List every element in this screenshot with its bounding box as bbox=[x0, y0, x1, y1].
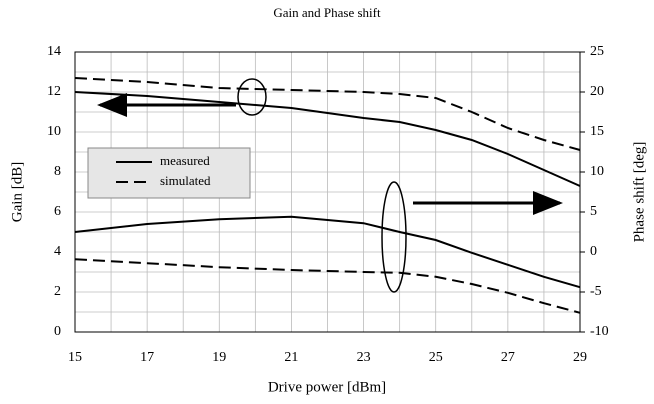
legend-label: measured bbox=[160, 153, 210, 168]
line-series bbox=[74, 258, 581, 314]
y-tick-label: 14 bbox=[47, 44, 61, 59]
legend-label: simulated bbox=[160, 173, 211, 188]
y2-tick-label: 5 bbox=[590, 204, 597, 219]
y-tick-label: 8 bbox=[54, 164, 61, 179]
y-axis-label: Gain [dB] bbox=[9, 162, 25, 222]
x-tick-label: 21 bbox=[284, 350, 298, 365]
x-tick-label: 27 bbox=[501, 350, 515, 365]
y-tick-label: 2 bbox=[54, 284, 61, 299]
y2-tick-label: -10 bbox=[590, 324, 609, 339]
x-tick-label: 15 bbox=[68, 350, 82, 365]
legend-box bbox=[87, 147, 251, 199]
x-tick-label: 23 bbox=[357, 350, 371, 365]
y-tick-label: 4 bbox=[54, 244, 61, 259]
chart-title: Gain and Phase shift bbox=[273, 5, 381, 20]
line-series bbox=[74, 215, 581, 289]
plot-frame bbox=[74, 51, 581, 333]
x-tick-label: 19 bbox=[212, 350, 226, 365]
annotation-ellipse bbox=[237, 78, 267, 116]
y2-axis-label: Phase shift [deg] bbox=[631, 142, 647, 243]
x-tick-label: 17 bbox=[140, 350, 154, 365]
y-tick-label: 6 bbox=[54, 204, 61, 219]
line-series bbox=[74, 91, 581, 187]
y-tick-label: 10 bbox=[47, 124, 61, 139]
x-tick-label: 29 bbox=[573, 350, 587, 365]
x-axis-label: Drive power [dBm] bbox=[268, 379, 386, 395]
line-series bbox=[74, 77, 581, 151]
y-tick-label: 12 bbox=[47, 84, 61, 99]
annotation-ellipse bbox=[381, 181, 407, 293]
y-tick-label: 0 bbox=[54, 324, 61, 339]
y2-tick-label: -5 bbox=[590, 284, 602, 299]
y2-tick-label: 15 bbox=[590, 124, 604, 139]
y2-tick-label: 10 bbox=[590, 164, 604, 179]
y2-tick-label: 20 bbox=[590, 84, 604, 99]
x-tick-label: 25 bbox=[429, 350, 443, 365]
y2-tick-label: 0 bbox=[590, 244, 597, 259]
y2-tick-label: 25 bbox=[590, 44, 604, 59]
